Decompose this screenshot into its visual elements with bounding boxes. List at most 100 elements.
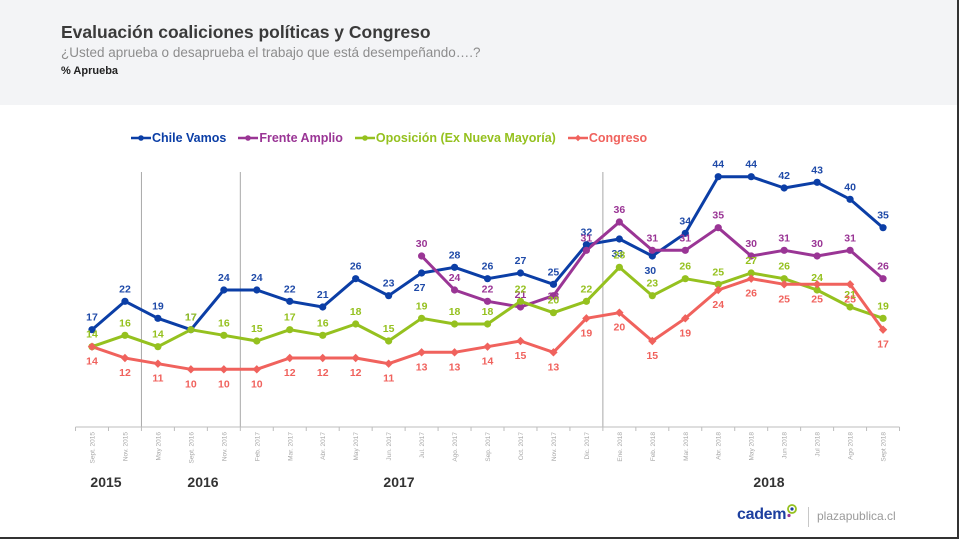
frente-amplio-data-label: 31 <box>646 232 658 244</box>
congreso-data-label: 14 <box>482 356 494 368</box>
chile-vamos-data-label: 27 <box>515 255 527 267</box>
x-tick-label: Jun 2018 <box>782 432 789 459</box>
legend-line-diamond-marker-icon <box>567 134 588 142</box>
congreso-point <box>87 342 97 351</box>
oposicion-ex-nueva-mayoria-point <box>648 292 656 300</box>
chile-vamos-data-label: 24 <box>218 272 230 284</box>
chile-vamos-point <box>681 229 689 237</box>
frente-amplio-data-label: 23 <box>548 291 560 303</box>
chile-vamos-data-label: 44 <box>745 159 757 171</box>
chile-vamos-data-label: 33 <box>612 248 624 260</box>
x-tick-label: May 2016 <box>155 432 162 461</box>
frente-amplio-data-label: 31 <box>844 232 856 244</box>
oposicion-ex-nueva-mayoria-point <box>121 331 129 339</box>
footer-divider <box>808 507 809 527</box>
frente-amplio-point <box>780 246 788 254</box>
chile-vamos-point <box>648 252 656 260</box>
congreso-point <box>747 274 756 283</box>
x-tick-label: Oct. 2017 <box>518 432 525 461</box>
congreso-data-label: 12 <box>284 367 296 379</box>
frente-amplio-point <box>714 224 722 232</box>
oposicion-ex-nueva-mayoria-data-label: 18 <box>482 306 494 318</box>
congreso-data-label: 25 <box>811 293 823 305</box>
frente-amplio-point <box>582 246 591 254</box>
frente-amplio-data-label: 31 <box>679 232 691 244</box>
header-band: Evaluación coaliciones políticas y Congr… <box>0 0 957 105</box>
chile-vamos-point <box>582 241 591 249</box>
congreso-data-label: 11 <box>152 373 163 385</box>
x-tick-label: Jul. 2017 <box>419 432 426 459</box>
congreso-data-label: 15 <box>515 350 527 362</box>
chile-vamos-data-label: 22 <box>119 283 131 295</box>
oposicion-ex-nueva-mayoria-data-label: 19 <box>877 300 889 312</box>
congreso-point <box>516 336 525 346</box>
frente-amplio-point <box>747 252 755 260</box>
chile-vamos-point <box>747 173 755 181</box>
chile-vamos-data-label: 44 <box>712 159 724 171</box>
congreso-point <box>812 280 822 289</box>
x-tick-label: Sep. 2017 <box>485 432 492 462</box>
brand-name: cadem <box>737 506 787 523</box>
oposicion-ex-nueva-mayoria-data-label: 24 <box>811 272 823 284</box>
x-tick-label: Nov. 2015 <box>122 432 129 462</box>
chile-vamos-data-label: 30 <box>644 265 656 277</box>
congreso-point <box>351 353 360 363</box>
chile-vamos-data-label: 34 <box>679 215 691 227</box>
oposicion-ex-nueva-mayoria-point <box>747 269 755 277</box>
frente-amplio-data-label: 31 <box>778 232 790 244</box>
congreso-data-label: 13 <box>416 361 428 373</box>
oposicion-ex-nueva-mayoria-data-label: 22 <box>581 283 593 295</box>
chile-vamos-point <box>450 263 459 271</box>
frente-amplio-point <box>483 297 492 305</box>
oposicion-ex-nueva-mayoria-data-label: 16 <box>218 317 230 329</box>
chile-vamos-point <box>220 286 228 294</box>
chile-vamos-data-label: 23 <box>383 278 395 290</box>
oposicion-ex-nueva-mayoria-point <box>582 297 591 305</box>
oposicion-ex-nueva-mayoria-point <box>549 309 558 317</box>
congreso-data-label: 13 <box>548 361 560 373</box>
chile-vamos-point <box>846 195 854 203</box>
legend-label: Chile Vamos <box>152 131 227 145</box>
congreso-point <box>845 280 855 289</box>
x-tick-label: Mar. 2017 <box>287 432 294 461</box>
chile-vamos-data-label: 40 <box>844 181 856 193</box>
frente-amplio-data-label: 31 <box>581 232 593 244</box>
oposicion-ex-nueva-mayoria-point <box>879 314 887 322</box>
x-tick-label: Sept. 2015 <box>90 432 97 464</box>
x-tick-label: Nov. 2016 <box>221 432 228 462</box>
congreso-data-label: 15 <box>646 350 658 362</box>
x-tick-label: Jul 2018 <box>815 432 822 457</box>
x-tick-label: Sept 2018 <box>881 432 888 462</box>
chile-vamos-data-label: 24 <box>251 272 263 284</box>
oposicion-ex-nueva-mayoria-data-label: 18 <box>350 306 362 318</box>
chile-vamos-data-label: 22 <box>284 283 296 295</box>
congreso-data-label: 11 <box>383 373 394 385</box>
chile-vamos-point <box>385 292 393 300</box>
oposicion-ex-nueva-mayoria-data-label: 23 <box>646 278 658 290</box>
cadem-logo: cadem <box>737 504 798 524</box>
legend-label: Frente Amplio <box>259 131 343 145</box>
frente-amplio-data-label: 35 <box>712 210 724 222</box>
oposicion-ex-nueva-mayoria-data-label: 20 <box>548 295 560 307</box>
x-tick-label: Feb. 2017 <box>254 432 261 462</box>
congreso-point <box>417 348 426 357</box>
congreso-point <box>648 336 657 346</box>
x-tick-label: Dic. 2017 <box>584 432 591 460</box>
legend-line-circle-marker-icon <box>238 135 259 141</box>
page-title: Evaluación coaliciones políticas y Congr… <box>61 22 431 42</box>
congreso-data-label: 25 <box>844 293 856 305</box>
chile-vamos-data-label: 32 <box>581 227 593 239</box>
oposicion-ex-nueva-mayoria-point <box>483 320 492 328</box>
oposicion-ex-nueva-mayoria-data-label: 16 <box>317 317 329 329</box>
year-label: 2016 <box>187 474 218 490</box>
chile-vamos-point <box>286 297 294 305</box>
congreso-point <box>186 365 196 374</box>
chile-vamos-data-label: 17 <box>86 312 98 324</box>
chile-vamos-point <box>714 173 722 181</box>
congreso-data-label: 17 <box>877 339 889 351</box>
congreso-point <box>779 280 789 289</box>
frente-amplio-point <box>615 218 623 226</box>
frente-amplio-point <box>681 246 689 254</box>
oposicion-ex-nueva-mayoria-point <box>220 331 228 339</box>
frente-amplio-point <box>549 292 558 300</box>
